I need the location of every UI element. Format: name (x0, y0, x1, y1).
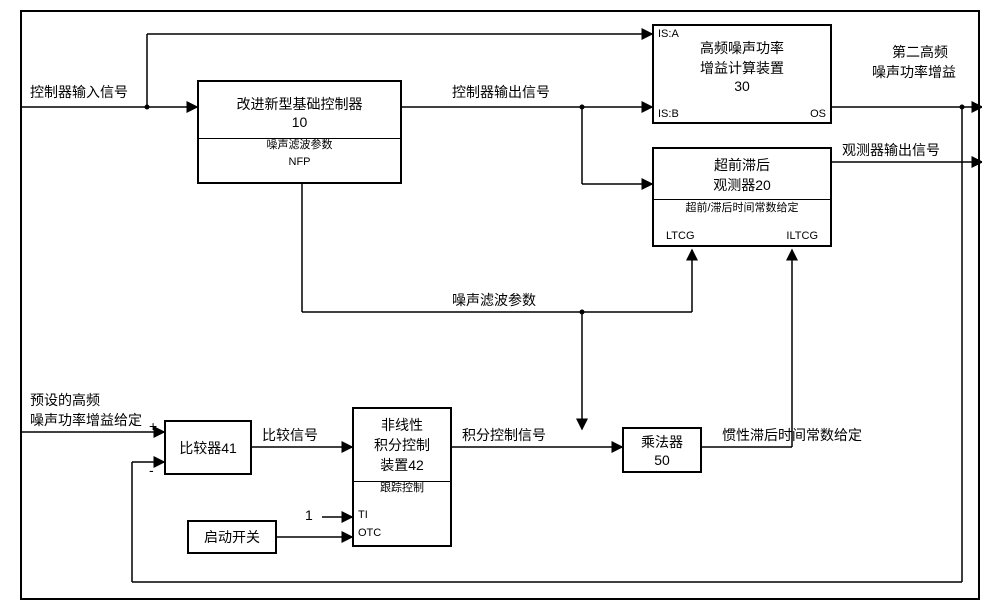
int-sub1: 跟踪控制 (354, 475, 450, 495)
controller-title: 改进新型基础控制器 (199, 82, 400, 114)
hf-num: 30 (654, 78, 830, 94)
diagram-frame: 控制器输入信号 控制器输出信号 观测器输出信号 第二高频 噪声功率增益 噪声滤波… (20, 10, 980, 600)
controller-sub2: NFP (199, 152, 400, 168)
label-controller-output: 控制器输出信号 (452, 82, 550, 102)
port-os: OS (810, 108, 826, 120)
hf-title2: 增益计算装置 (654, 58, 830, 78)
label-minus: - (149, 462, 154, 478)
obs-title1: 超前滞后 (654, 149, 830, 175)
label-preset2: 噪声功率增益给定 (30, 410, 142, 430)
int-title3: 装置42 (354, 455, 450, 475)
label-observer-output: 观测器输出信号 (842, 140, 940, 160)
block-observer-20: 超前滞后 观测器20 超前/滞后时间常数给定 LTCG ILTCG (652, 147, 832, 247)
int-title2: 积分控制 (354, 435, 450, 455)
label-one: 1 (305, 507, 313, 523)
block-controller-10: 改进新型基础控制器 10 噪声滤波参数 NFP (197, 80, 402, 184)
switch-title: 启动开关 (204, 527, 260, 547)
mult-title: 乘法器 (624, 429, 700, 452)
block-comparator-41: 比较器41 (164, 420, 252, 475)
block-multiplier-50: 乘法器 50 (622, 427, 702, 473)
label-compare-signal: 比较信号 (262, 425, 318, 445)
port-iltcg: ILTCG (786, 230, 818, 242)
controller-sub1: 噪声滤波参数 (199, 130, 400, 152)
port-ti: TI (358, 509, 368, 521)
int-title1: 非线性 (354, 409, 450, 435)
block-start-switch: 启动开关 (187, 520, 277, 554)
label-controller-input: 控制器输入信号 (30, 82, 128, 102)
label-preset1: 预设的高频 (30, 390, 100, 410)
obs-sub1: 超前/滞后时间常数给定 (654, 195, 830, 215)
mult-num: 50 (624, 452, 700, 468)
controller-num: 10 (199, 114, 400, 130)
block-integrator-42: 非线性 积分控制 装置42 跟踪控制 TI OTC (352, 407, 452, 547)
block-hf-gain-30: IS:A 高频噪声功率 增益计算装置 30 IS:B OS (652, 24, 832, 124)
obs-title2: 观测器20 (654, 175, 830, 195)
label-integral-ctrl: 积分控制信号 (462, 425, 546, 445)
label-noise-filter-param: 噪声滤波参数 (452, 290, 536, 310)
comparator-title: 比较器41 (179, 438, 237, 458)
port-ltcg: LTCG (666, 230, 695, 242)
label-inertia-lag: 惯性滞后时间常数给定 (722, 425, 862, 445)
label-plus: + (149, 418, 157, 434)
port-otc: OTC (358, 527, 381, 539)
label-output-top2: 噪声功率增益 (872, 62, 956, 82)
port-isa: IS:A (658, 28, 679, 40)
hf-title1: 高频噪声功率 (654, 26, 830, 58)
port-isb: IS:B (658, 108, 679, 120)
label-output-top1: 第二高频 (892, 42, 948, 62)
